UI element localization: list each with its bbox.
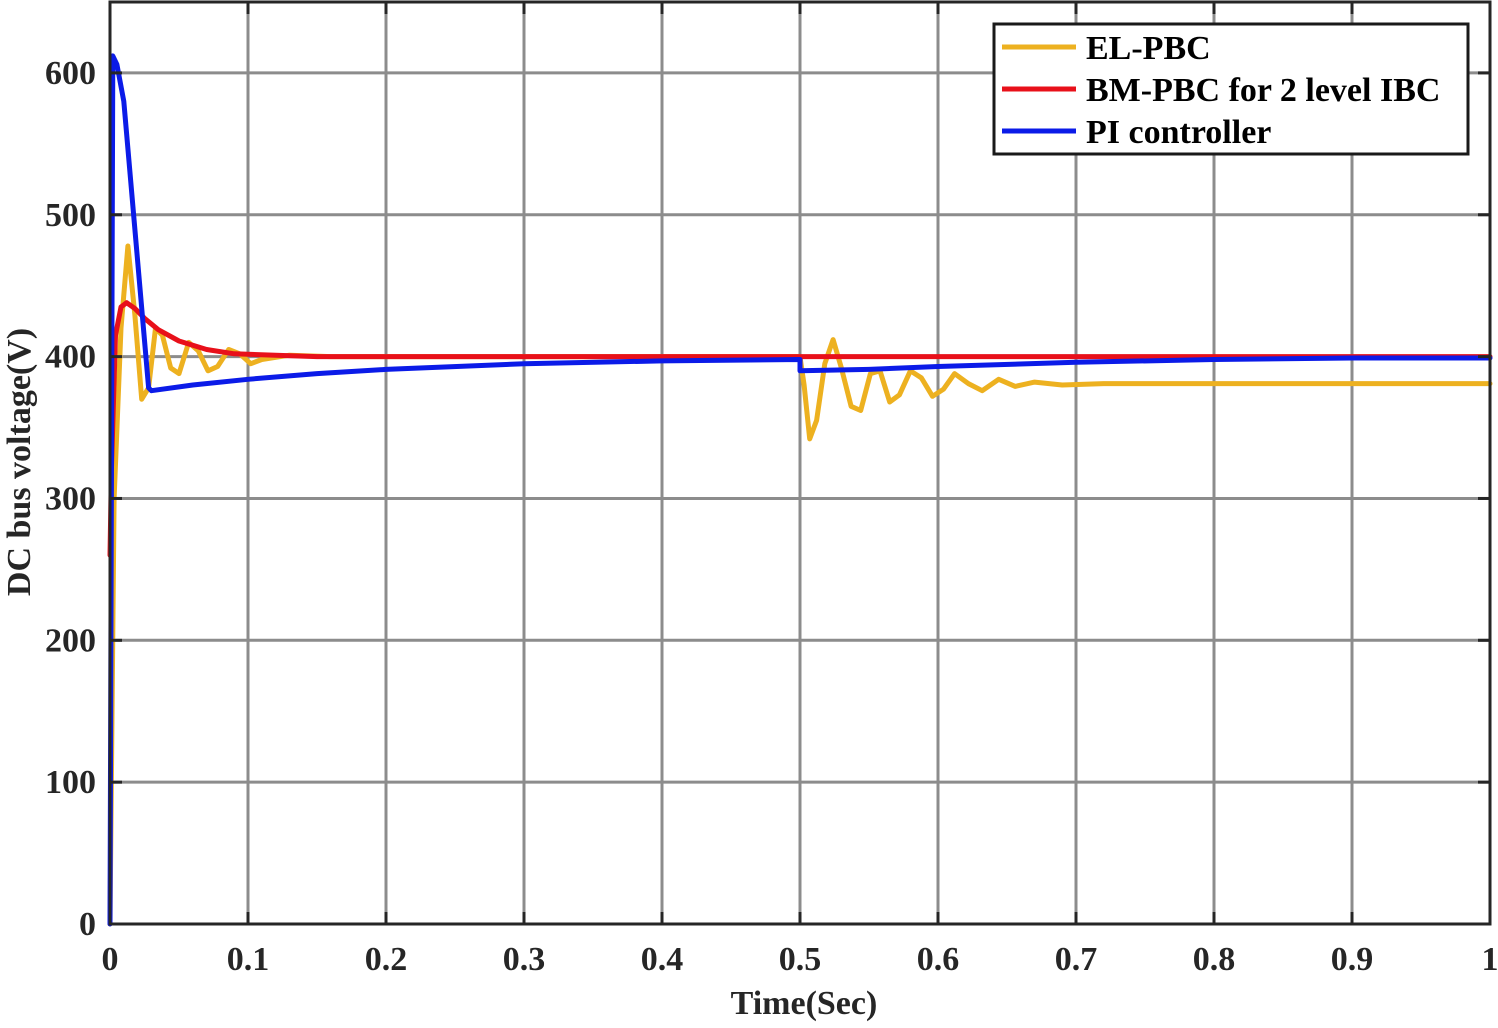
x-tick-label: 1 [1482,941,1498,978]
series-line-0 [107,243,1493,927]
y-tick-label: 400 [45,339,96,376]
y-axis-ticks: 0 100 200 300 400 500 600 [45,55,1490,943]
legend-label-2: PI controller [1086,114,1271,151]
x-axis-ticks: 0 0.1 0.2 0.3 0.4 0.5 0.6 0.7 0.8 0.9 1 [102,2,1498,978]
x-tick-label: 0.1 [227,941,270,978]
x-tick-label: 0.8 [1193,941,1236,978]
legend-label-1: BM-PBC for 2 level IBC [1086,72,1440,109]
y-tick-label: 500 [45,197,96,234]
plot-lines [107,53,1493,927]
series-line-1 [107,300,1493,558]
y-axis-label: DC bus voltage(V) [1,328,38,596]
y-tick-label: 300 [45,480,96,517]
legend: EL-PBC BM-PBC for 2 level IBC PI controlle… [992,22,1470,156]
y-tick-label: 0 [79,906,96,943]
legend-label-0: EL-PBC [1086,30,1211,67]
x-tick-label: 0 [102,941,119,978]
x-tick-label: 0.2 [365,941,408,978]
x-tick-label: 0.9 [1331,941,1374,978]
y-tick-label: 600 [45,55,96,92]
x-tick-label: 0.4 [641,941,684,978]
x-axis-label: Time(Sec) [731,985,878,1022]
x-tick-label: 0.3 [503,941,546,978]
x-tick-label: 0.5 [779,941,822,978]
y-tick-label: 100 [45,764,96,801]
x-tick-label: 0.6 [917,941,960,978]
series-line-2 [107,53,1493,927]
y-tick-label: 200 [45,622,96,659]
x-tick-label: 0.7 [1055,941,1098,978]
